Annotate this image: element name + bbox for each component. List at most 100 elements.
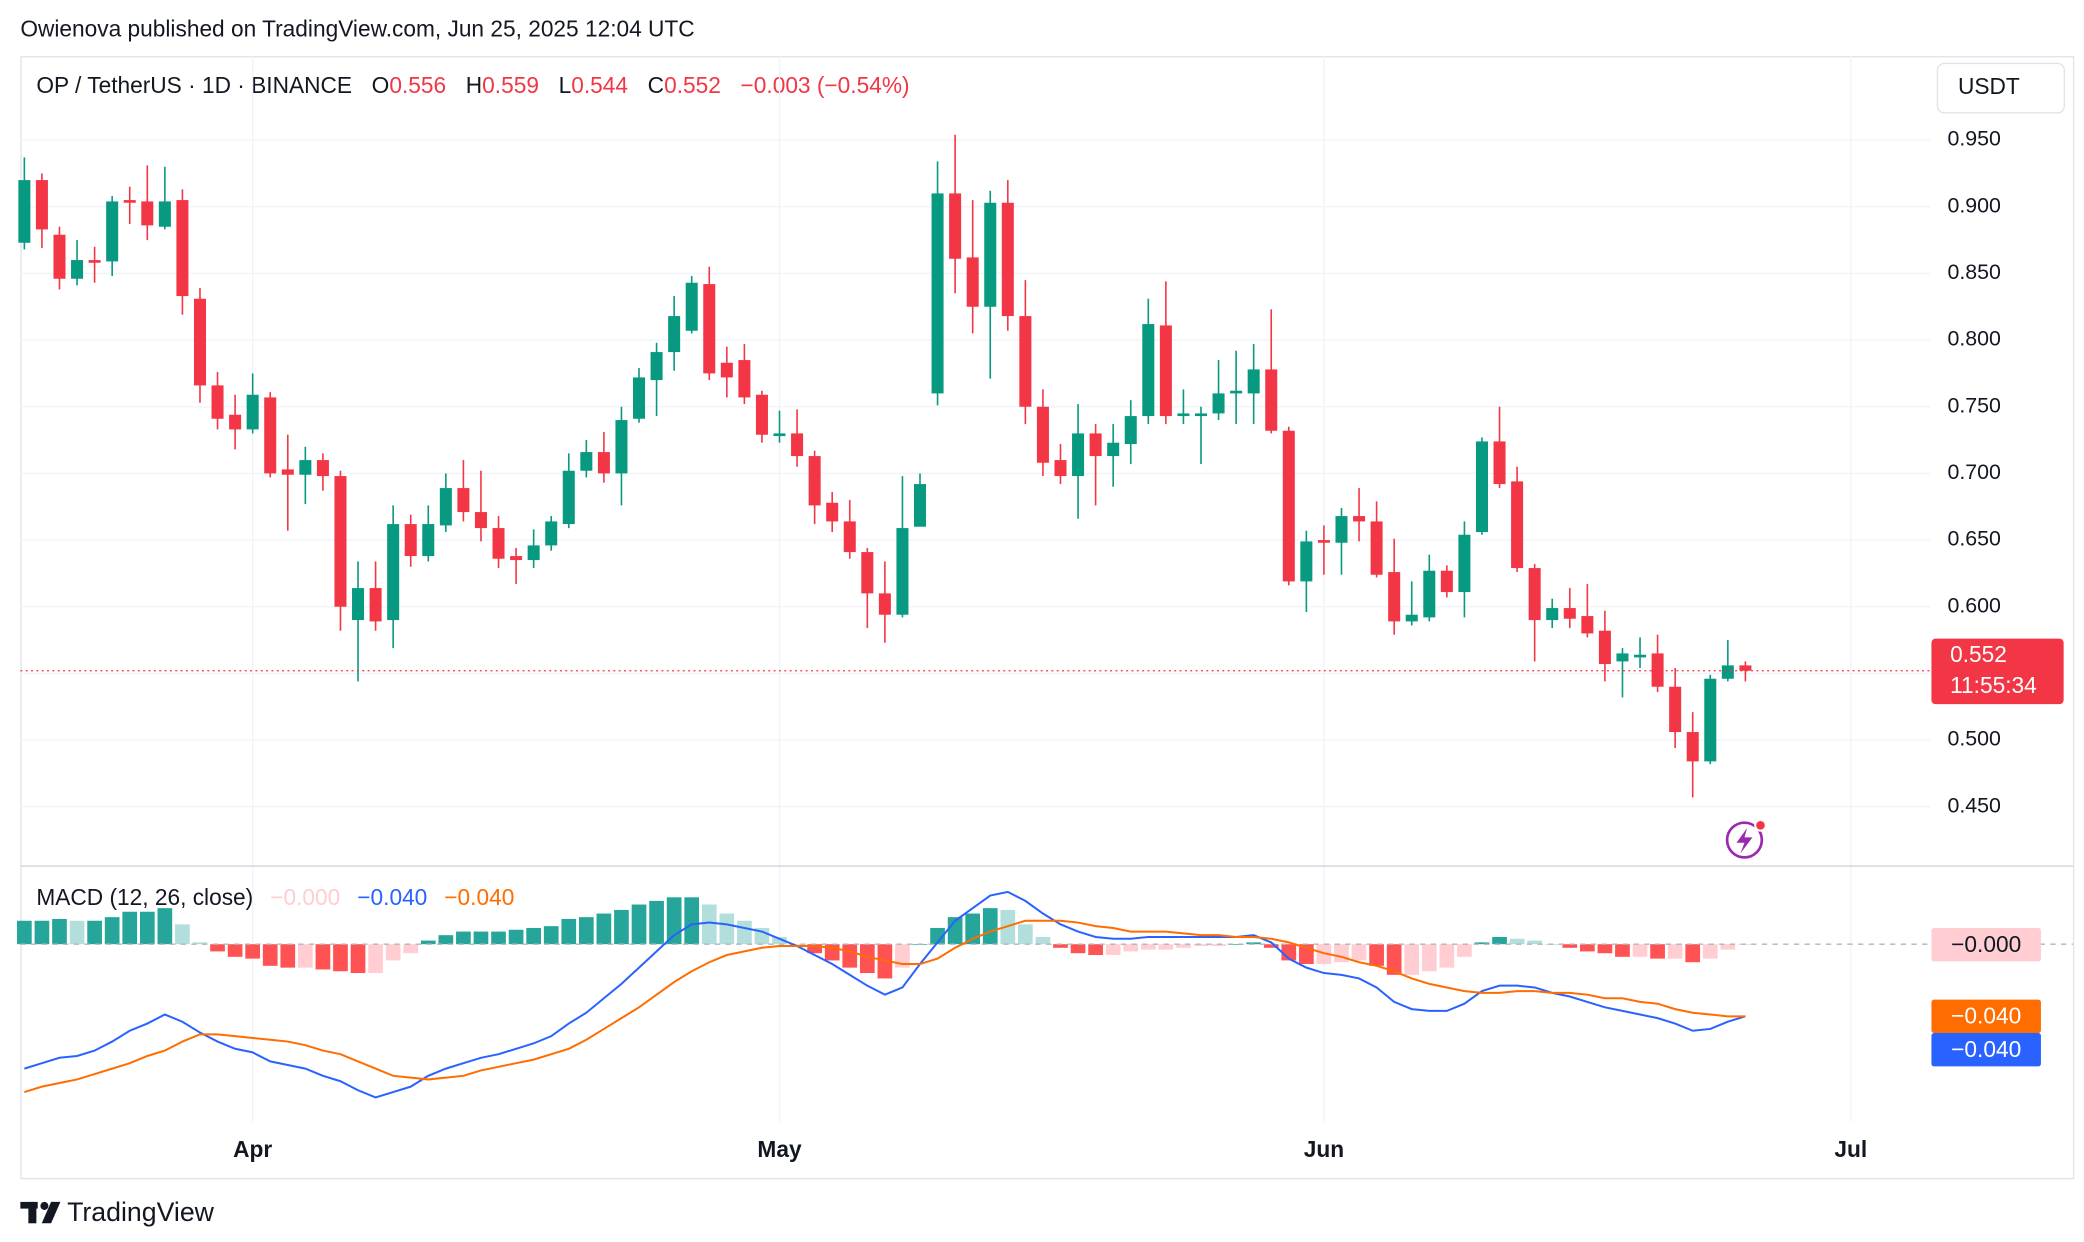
candle-body xyxy=(492,528,505,559)
candle-body xyxy=(1159,325,1172,417)
histogram-bar xyxy=(1404,944,1420,975)
histogram-bar xyxy=(772,936,787,945)
histogram-bar xyxy=(1053,944,1068,948)
candle-body xyxy=(1721,665,1734,679)
candle-body xyxy=(1001,202,1014,317)
histogram-bar xyxy=(1070,944,1086,954)
histogram-bar xyxy=(1439,944,1455,968)
candle-body xyxy=(1142,324,1155,417)
histogram-bar xyxy=(930,927,945,945)
histogram-bar xyxy=(543,926,559,945)
currency-button[interactable] xyxy=(1936,62,2065,114)
candle-body xyxy=(527,545,540,561)
alert-bolt[interactable] xyxy=(1736,828,1753,854)
candle-body xyxy=(755,394,768,435)
candle-body xyxy=(422,524,435,557)
candle-body xyxy=(1528,568,1541,621)
candle-body xyxy=(439,488,452,526)
macd-line xyxy=(24,890,1746,1099)
histogram-bar xyxy=(1176,944,1191,948)
histogram-bar xyxy=(1228,944,1244,945)
histogram-bar xyxy=(227,944,243,957)
histogram-bar xyxy=(385,944,401,961)
histogram-bar xyxy=(1509,938,1525,945)
logo-slash xyxy=(41,1201,61,1224)
candle-body xyxy=(71,260,84,279)
candle-body xyxy=(404,524,417,557)
alert-icon[interactable] xyxy=(1725,818,1767,859)
candle-body xyxy=(1739,665,1752,671)
histogram-bar xyxy=(1474,942,1490,945)
candle-body xyxy=(299,460,312,475)
candle-body xyxy=(949,193,962,259)
histogram-bar xyxy=(1421,944,1437,972)
candle-body xyxy=(141,201,154,226)
candle-body xyxy=(580,452,593,471)
candle-body xyxy=(53,234,66,279)
logo-dot xyxy=(40,1201,49,1210)
alert-dot[interactable] xyxy=(1754,818,1767,832)
candle-body xyxy=(615,420,628,474)
histogram-bar xyxy=(1193,944,1209,946)
candle-body xyxy=(1616,653,1629,662)
x-tick-label: Jul xyxy=(1834,1136,1867,1162)
candle-body xyxy=(474,512,487,529)
candle-body xyxy=(861,552,874,594)
candle-body xyxy=(316,460,329,477)
candle-body xyxy=(984,202,997,307)
histogram-bar xyxy=(895,944,910,968)
candle-body xyxy=(1107,442,1120,457)
histogram-bar xyxy=(315,944,331,970)
candle-body xyxy=(826,502,839,522)
histogram-bar xyxy=(87,920,102,945)
histogram-bar xyxy=(298,944,313,968)
x-tick-label: Jun xyxy=(1304,1136,1344,1162)
candle-body xyxy=(1247,369,1260,394)
currency[interactable]: USDT xyxy=(1958,73,2020,99)
value-box-label: −0.040 xyxy=(1951,1003,2021,1029)
candle-body xyxy=(1651,653,1664,687)
y-tick-label: 0.600 xyxy=(1947,593,2001,617)
candle-body xyxy=(1124,416,1137,445)
y-tick-label: 0.800 xyxy=(1947,327,2001,351)
candle-body xyxy=(1669,686,1682,733)
histogram-bar xyxy=(1105,944,1121,956)
candle-body xyxy=(1036,406,1049,463)
countdown: 11:55:34 xyxy=(1950,672,2037,698)
x-tick-label: May xyxy=(757,1136,802,1162)
candle-body xyxy=(1563,608,1576,619)
candle-body xyxy=(123,200,136,203)
logo-stem xyxy=(28,1201,37,1224)
candle-body xyxy=(913,484,927,527)
histogram-bar xyxy=(17,920,32,945)
candle-body xyxy=(1634,654,1647,658)
candle-body xyxy=(896,528,909,615)
ohlc-value: 0.544 xyxy=(571,72,628,98)
histogram-bar xyxy=(684,897,700,945)
histogram-bar xyxy=(280,944,296,968)
histogram-bar xyxy=(1018,924,1033,945)
candle-body xyxy=(808,456,821,506)
candle-body xyxy=(387,524,400,621)
candle-body xyxy=(510,556,523,561)
histogram-bar xyxy=(438,935,454,945)
histogram-bar xyxy=(508,929,524,945)
histogram-bar xyxy=(737,920,752,945)
histogram-bar xyxy=(175,924,190,945)
y-tick-label: 0.700 xyxy=(1947,460,2001,484)
histogram-bar xyxy=(350,944,366,974)
candle-body xyxy=(35,180,48,230)
candle-body xyxy=(246,394,259,430)
candle-body xyxy=(1300,541,1313,582)
histogram-bar xyxy=(1088,944,1103,956)
y-tick-label: 0.650 xyxy=(1947,527,2001,551)
ohlc-value: 0.559 xyxy=(482,72,539,98)
histogram-bar xyxy=(859,944,875,974)
histogram-bar xyxy=(807,944,822,954)
macd-legend: MACD (12, 26, close) −0.000 −0.040 −0.04… xyxy=(36,884,514,910)
histogram-bar xyxy=(561,918,577,945)
histogram-bar xyxy=(1140,944,1156,950)
histogram-bar xyxy=(1369,944,1384,966)
candle-body xyxy=(633,377,646,419)
